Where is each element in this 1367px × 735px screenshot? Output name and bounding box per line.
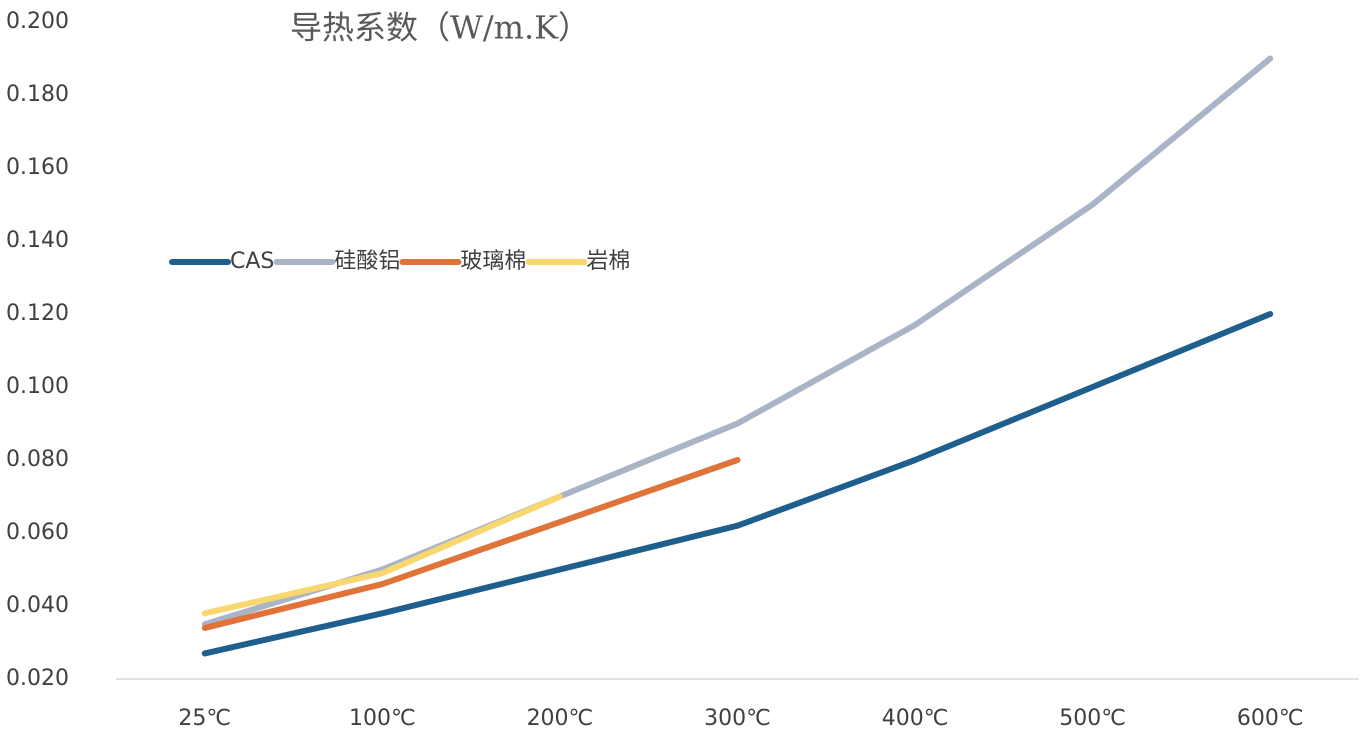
x-tick-label: 100℃ <box>349 706 416 731</box>
y-tick-label: 0.080 <box>6 447 69 472</box>
y-tick-label: 0.160 <box>6 155 69 180</box>
x-tick-label: 25℃ <box>178 706 231 731</box>
y-tick-label: 0.020 <box>6 666 69 691</box>
x-tick-label: 400℃ <box>882 706 949 731</box>
x-tick-label: 300℃ <box>704 706 771 731</box>
legend-label: 硅酸铝 <box>334 249 400 274</box>
x-tick-label: 200℃ <box>527 706 594 731</box>
y-tick-label: 0.060 <box>6 520 69 545</box>
series-line <box>201 457 741 631</box>
y-tick-label: 0.100 <box>6 374 69 399</box>
y-tick-label: 0.040 <box>6 593 69 618</box>
series-line <box>201 55 1274 628</box>
x-tick-label: 600℃ <box>1237 706 1304 731</box>
series-line <box>201 493 563 617</box>
x-tick-label: 500℃ <box>1059 706 1126 731</box>
y-tick-label: 0.140 <box>6 228 69 253</box>
legend-label: CAS <box>230 249 274 274</box>
legend-label: 玻璃棉 <box>460 249 526 274</box>
chart-title: 导热系数（W/m.K） <box>290 9 590 47</box>
legend-label: 岩棉 <box>586 249 630 274</box>
y-tick-label: 0.180 <box>6 82 69 107</box>
series-line <box>201 311 1274 657</box>
y-tick-label: 0.200 <box>6 9 69 34</box>
y-tick-label: 0.120 <box>6 301 69 326</box>
